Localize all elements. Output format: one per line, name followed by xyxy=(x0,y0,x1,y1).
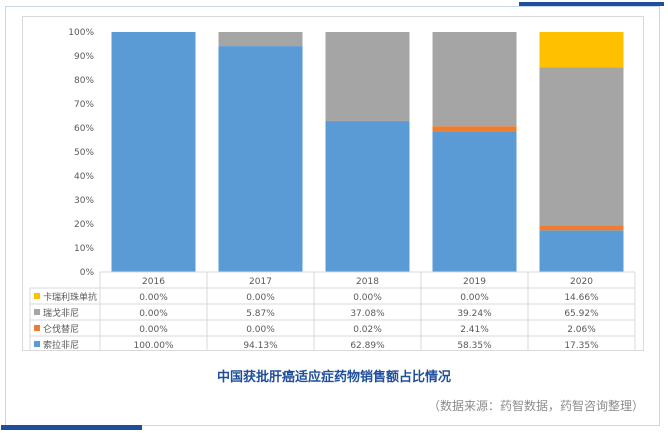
data-label: 65.92% xyxy=(564,309,599,319)
bar-segment xyxy=(432,126,517,132)
data-label: 0.00% xyxy=(353,293,382,303)
data-label: 0.00% xyxy=(246,293,275,303)
bar-segment xyxy=(325,32,410,122)
y-tick-label: 80% xyxy=(74,76,94,86)
bar-segment xyxy=(432,32,517,127)
y-tick-label: 90% xyxy=(74,52,94,62)
accent-bar-bottom xyxy=(1,425,142,430)
data-label: 0.00% xyxy=(460,293,489,303)
y-tick-label: 30% xyxy=(74,196,94,206)
data-label: 0.00% xyxy=(139,309,168,319)
source-note: （数据来源：药智数据，药智咨询整理） xyxy=(427,399,644,413)
bar-segment xyxy=(539,67,624,226)
data-label: 0.02% xyxy=(353,325,382,335)
data-label: 2.06% xyxy=(567,325,596,335)
legend-label: 卡瑞利珠单抗 xyxy=(43,291,97,303)
x-category-label: 2016 xyxy=(142,277,165,287)
figure-frame xyxy=(5,6,660,426)
legend-key xyxy=(34,341,40,347)
data-label: 2.41% xyxy=(460,325,489,335)
bar-segment xyxy=(539,32,624,68)
data-label: 94.13% xyxy=(243,341,278,350)
x-category-label: 2018 xyxy=(356,277,379,287)
x-category-label: 2017 xyxy=(249,277,272,287)
bar-segment xyxy=(539,225,624,231)
y-tick-label: 70% xyxy=(74,100,94,110)
legend-key xyxy=(34,293,40,299)
data-label: 5.87% xyxy=(246,309,275,319)
y-tick-label: 20% xyxy=(74,220,94,230)
legend-label: 仑伐替尼 xyxy=(43,323,79,335)
bar-segment xyxy=(539,230,624,272)
data-label: 62.89% xyxy=(350,341,385,350)
legend-label: 索拉非尼 xyxy=(43,339,79,350)
y-tick-label: 0% xyxy=(80,268,95,278)
bar-segment xyxy=(111,32,196,272)
y-tick-label: 10% xyxy=(74,244,94,254)
y-tick-label: 40% xyxy=(74,172,94,182)
bar-segment xyxy=(432,131,517,272)
data-label: 100.00% xyxy=(133,341,173,350)
data-label: 58.35% xyxy=(457,341,492,350)
x-category-label: 2020 xyxy=(570,277,593,287)
data-label: 37.08% xyxy=(350,309,385,319)
data-label: 0.00% xyxy=(139,293,168,303)
legend-key xyxy=(34,325,40,331)
legend-key xyxy=(34,309,40,315)
bar-segment xyxy=(218,46,303,272)
bar-segment xyxy=(218,32,303,47)
y-tick-label: 100% xyxy=(68,28,94,38)
accent-bar-top xyxy=(519,2,664,6)
stacked-bar-chart: 0% 10% 20% 30% 40% 50% 60% 70% 80% 90% 100% 2016 201… xyxy=(29,28,636,350)
chart-panel: 0% 10% 20% 30% 40% 50% 60% 70% 80% 90% 100% 2016 201… xyxy=(22,16,644,351)
data-label: 39.24% xyxy=(457,309,492,319)
y-tick-label: 60% xyxy=(74,124,94,134)
bar-segment xyxy=(325,121,410,273)
data-label: 0.00% xyxy=(246,325,275,335)
data-label: 17.35% xyxy=(564,341,599,350)
chart-caption: 中国获批肝癌适应症药物销售额占比情况 xyxy=(216,370,451,385)
legend-label: 瑞戈非尼 xyxy=(43,307,79,319)
data-label: 14.66% xyxy=(564,293,599,303)
x-category-label: 2019 xyxy=(463,277,486,287)
data-label: 0.00% xyxy=(139,325,168,335)
y-tick-label: 50% xyxy=(74,148,94,158)
